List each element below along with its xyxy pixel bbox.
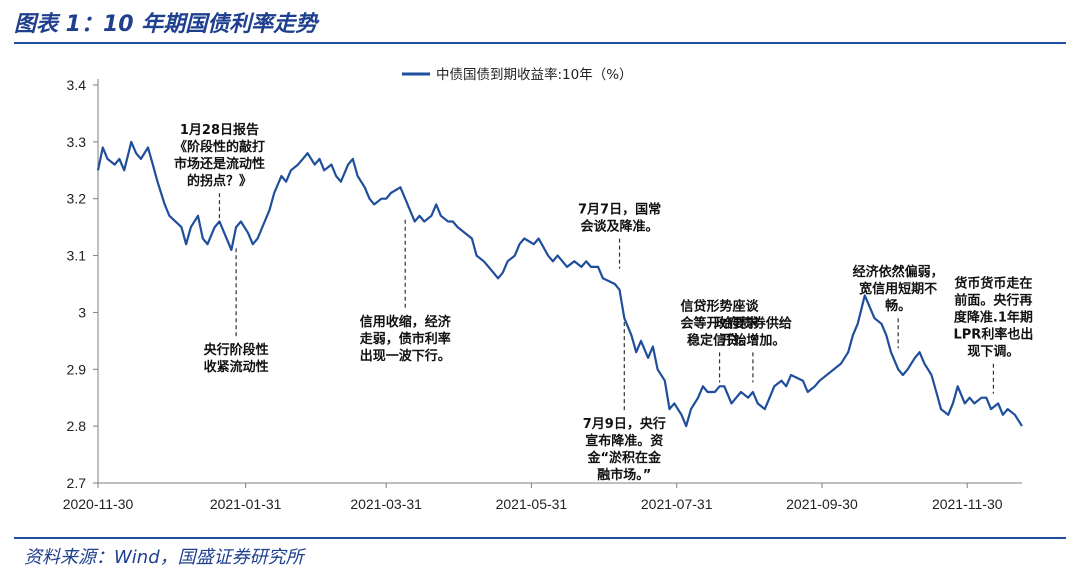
y-tick-label: 2.7 — [67, 475, 87, 491]
x-tick-label: 2021-09-30 — [786, 496, 858, 512]
y-tick-label: 3.1 — [67, 248, 87, 264]
annotation-text: 宣布降准。资 — [585, 433, 663, 449]
x-tick-label: 2021-11-30 — [932, 496, 1003, 512]
annotation-text: 《阶段性的敲打 — [174, 139, 265, 155]
annotation-text: 度降准.1年期 — [954, 310, 1033, 326]
legend: 中债国债到期收益率:10年（%） — [402, 66, 633, 83]
x-tick-label: 2021-05-31 — [496, 496, 568, 512]
x-tick-label: 2021-01-31 — [210, 496, 282, 512]
annotation-text: 走弱，债市利率 — [360, 331, 451, 347]
annotation-text: 信贷形势座谈 — [681, 298, 760, 314]
annotation-text: 货币货币走在 — [954, 276, 1032, 292]
title-rule — [14, 42, 1066, 44]
series-layer — [96, 140, 1023, 428]
annotation-text: 经济依然偏弱， — [853, 264, 944, 280]
y-tick-label: 3.3 — [67, 134, 87, 150]
x-tick-label: 2020-11-30 — [63, 496, 134, 512]
annotation-text: LPR利率也出 — [954, 327, 1034, 343]
annotation-text: 1月28日报告 — [180, 122, 259, 138]
annotation-text: 前面。央行再 — [954, 293, 1032, 309]
annotation-text: 市场还是流动性 — [174, 156, 265, 172]
figure-title: 图表 1：10 年期国债利率走势 — [14, 12, 318, 37]
annotation-text: 的拐点？》 — [187, 173, 252, 189]
source-rule — [14, 537, 1066, 539]
y-tick-label: 3.2 — [67, 191, 87, 207]
annotation-text: 现下调。 — [967, 345, 1019, 360]
annotation-text: 稳定信贷。 — [687, 332, 752, 348]
y-tick-label: 2.9 — [67, 361, 87, 377]
annotation-text: 信用收缩，经济 — [360, 314, 452, 330]
series-line — [96, 140, 1023, 428]
annotation-text: 政府债券供给 — [714, 315, 792, 331]
y-tick-label: 2.8 — [67, 418, 87, 434]
y-tick-label: 3 — [78, 304, 86, 320]
annotation-text: 宽信用短期不 — [858, 281, 937, 297]
annotation-text: 收紧流动性 — [204, 359, 269, 375]
source-note: 资料来源：Wind，国盛证券研究所 — [24, 547, 304, 568]
annotation-text: 金“淤积在金 — [587, 450, 663, 466]
legend-label: 中债国债到期收益率:10年（%） — [436, 66, 633, 83]
annotations: 1月28日报告《阶段性的敲打市场还是流动性的拐点？》央行阶段性收紧流动性信用收缩… — [174, 122, 1033, 483]
x-tick-label: 2021-07-31 — [641, 496, 713, 512]
annotation-text: 开始增加。 — [720, 332, 785, 348]
x-tick-label: 2021-03-31 — [350, 496, 422, 512]
annotation-text: 畅。 — [885, 298, 911, 314]
annotation-text: 融市场。” — [597, 467, 651, 483]
axes: 2.7 2.8 2.9 3 3.1 3.2 3.3 3.4 2020-11-30 2021-01-… — [63, 77, 1022, 512]
annotation-text: 7月9日，央行 — [583, 416, 666, 432]
annotation-text: 央行阶段性 — [204, 342, 269, 358]
annotation-text: 会等开始要求 — [681, 315, 760, 331]
annotation-text: 出现一波下行。 — [360, 348, 451, 364]
annotation-text: 会谈及降准。 — [581, 219, 659, 235]
y-tick-label: 3.4 — [67, 77, 87, 93]
annotation-text: 7月7日，国常 — [578, 202, 661, 218]
